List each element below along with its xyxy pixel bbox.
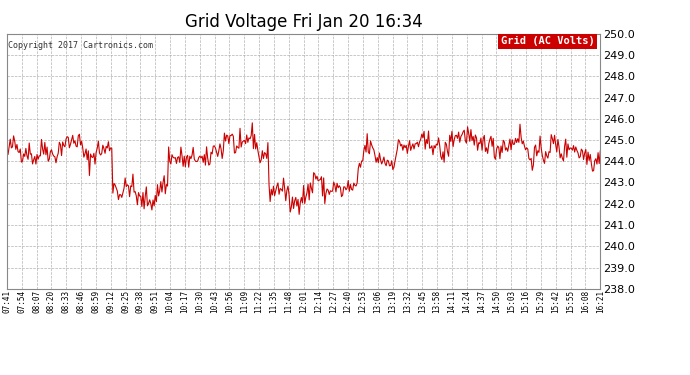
Text: Copyright 2017 Cartronics.com: Copyright 2017 Cartronics.com [8, 41, 153, 50]
Text: Grid (AC Volts): Grid (AC Volts) [501, 36, 594, 46]
Title: Grid Voltage Fri Jan 20 16:34: Grid Voltage Fri Jan 20 16:34 [185, 13, 422, 31]
